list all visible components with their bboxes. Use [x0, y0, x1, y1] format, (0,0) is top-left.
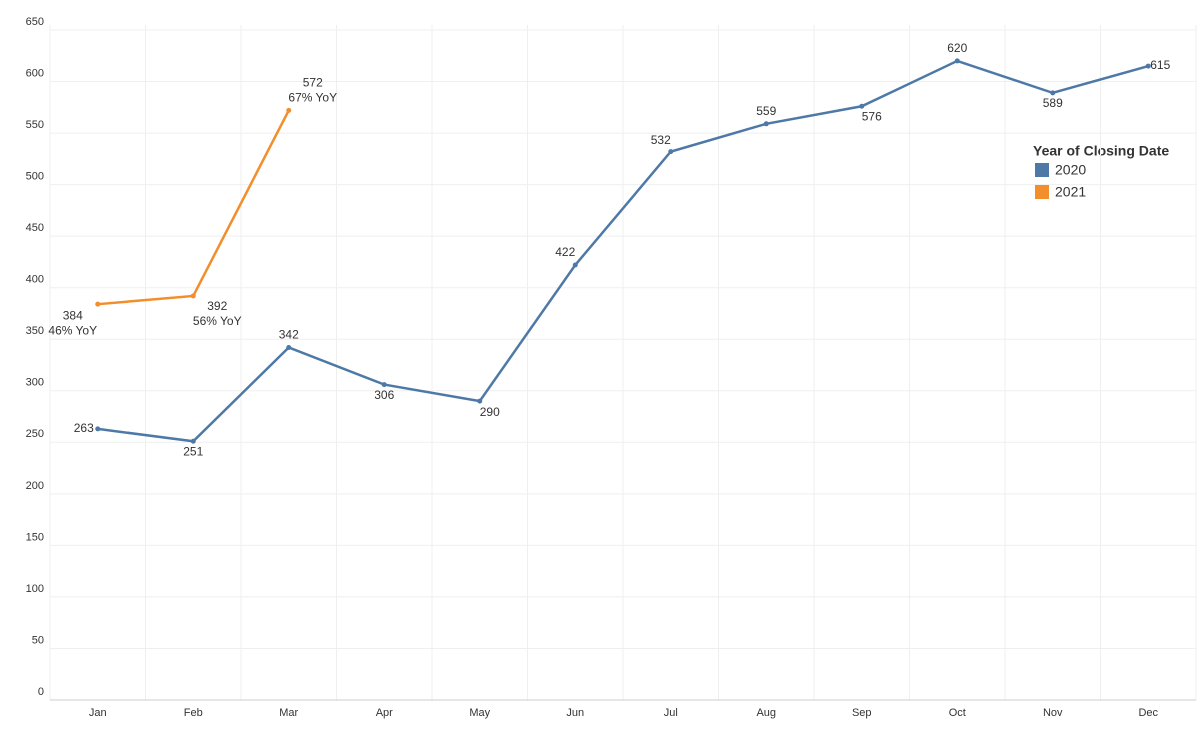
- data-label: 306: [374, 388, 394, 402]
- x-tick-label: May: [469, 707, 490, 719]
- series-line: [97, 59, 1149, 443]
- legend-label: 2021: [1055, 184, 1086, 200]
- data-point: [190, 293, 196, 299]
- legend-title: Year of Closing Date: [1033, 143, 1169, 159]
- x-tick-label: Nov: [1043, 707, 1063, 719]
- x-tick-label: Jan: [89, 707, 107, 719]
- data-point: [1145, 63, 1151, 69]
- legend-swatch: [1035, 163, 1049, 177]
- data-label: 290: [480, 405, 500, 419]
- annotation: 46% YoY: [48, 323, 97, 337]
- data-point: [668, 149, 674, 155]
- data-label: 392: [207, 299, 227, 313]
- data-point: [763, 121, 769, 127]
- data-label: 589: [1043, 96, 1063, 110]
- data-label: 620: [947, 41, 967, 55]
- series-line: [97, 109, 290, 306]
- y-tick-label: 0: [38, 686, 44, 698]
- y-tick-label: 550: [26, 119, 44, 131]
- y-tick-label: 450: [26, 222, 44, 234]
- annotation: 67% YoY: [288, 91, 337, 105]
- x-tick-label: Jun: [566, 707, 584, 719]
- x-tick-label: Apr: [376, 707, 393, 719]
- data-point: [572, 262, 578, 268]
- data-label: 384: [63, 308, 83, 322]
- y-tick-label: 100: [26, 583, 44, 595]
- data-label: 572: [303, 76, 323, 90]
- x-tick-label: Mar: [279, 707, 298, 719]
- x-tick-label: Jul: [664, 707, 678, 719]
- data-point: [859, 103, 865, 109]
- data-label: 422: [555, 245, 575, 259]
- y-tick-label: 50: [32, 634, 44, 646]
- y-tick-label: 600: [26, 67, 44, 79]
- y-tick-label: 200: [26, 480, 44, 492]
- x-tick-label: Aug: [756, 707, 776, 719]
- data-label: 615: [1150, 58, 1170, 72]
- data-point: [286, 344, 292, 350]
- y-tick-label: 350: [26, 325, 44, 337]
- x-tick-label: Oct: [949, 707, 966, 719]
- y-tick-label: 650: [26, 16, 44, 28]
- y-tick-label: 150: [26, 531, 44, 543]
- data-label: 559: [756, 104, 776, 118]
- x-tick-label: Feb: [184, 707, 203, 719]
- x-tick-label: Dec: [1138, 707, 1158, 719]
- legend-swatch: [1035, 185, 1049, 199]
- data-point: [954, 58, 960, 64]
- y-tick-label: 300: [26, 377, 44, 389]
- legend-label: 2020: [1055, 162, 1086, 178]
- y-tick-label: 400: [26, 274, 44, 286]
- data-point: [95, 426, 101, 432]
- data-point: [381, 382, 387, 388]
- data-point: [1050, 90, 1056, 96]
- data-label: 576: [862, 109, 882, 123]
- data-point: [95, 301, 101, 307]
- data-label: 251: [183, 444, 203, 458]
- x-tick-label: Sep: [852, 707, 872, 719]
- data-label: 342: [279, 328, 299, 342]
- y-tick-label: 250: [26, 428, 44, 440]
- data-label: 532: [651, 133, 671, 147]
- y-tick-label: 500: [26, 171, 44, 183]
- annotation: 56% YoY: [193, 314, 242, 328]
- data-point: [190, 438, 196, 444]
- data-point: [286, 107, 292, 113]
- data-label: 263: [74, 421, 94, 435]
- data-point: [477, 398, 483, 404]
